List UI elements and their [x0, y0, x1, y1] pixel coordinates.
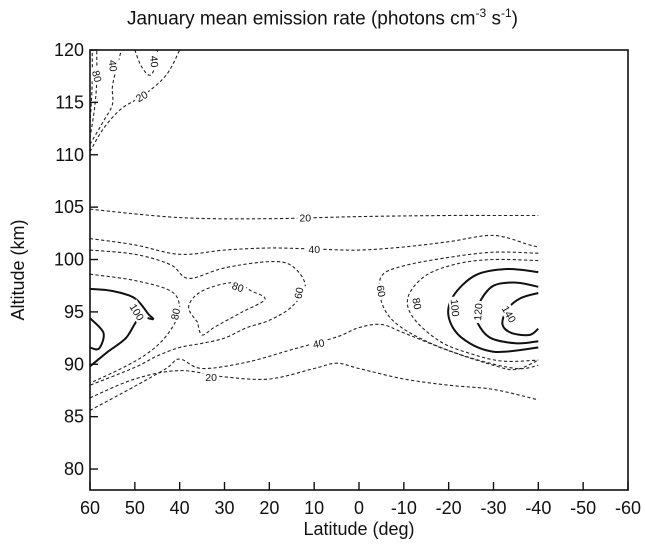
contour-line-40: [89, 234, 539, 255]
x-tick-label: -10: [391, 498, 417, 518]
contour-label-80: 80: [228, 278, 248, 295]
contour-line-80: [89, 273, 181, 384]
svg-text:80: 80: [230, 280, 245, 295]
contour-lines: [89, 49, 539, 411]
y-tick-label: 115: [55, 92, 84, 112]
svg-text:60: 60: [373, 284, 387, 298]
chart-title: January mean emission rate (photons cm-3…: [127, 6, 518, 30]
contour-label-60: 60: [290, 284, 307, 302]
contour-line-80: [406, 258, 539, 362]
contour-label-40: 40: [309, 335, 328, 351]
x-tick-label: 60: [80, 498, 100, 518]
x-tick-label: 50: [125, 498, 145, 518]
contour-line-60: [89, 249, 306, 386]
svg-text:60: 60: [292, 286, 306, 300]
x-tick-label: 20: [259, 498, 279, 518]
contour-line-80: [188, 282, 266, 336]
svg-text:80: 80: [409, 297, 423, 311]
svg-text:20: 20: [205, 372, 217, 384]
plot-frame: [89, 49, 629, 491]
contour-label-20: 20: [203, 370, 219, 384]
contour-label-100: 100: [448, 296, 463, 320]
x-tick-label: 10: [304, 498, 324, 518]
svg-text:20: 20: [134, 89, 150, 105]
contour-line-60: [89, 49, 98, 139]
x-tick-label: 40: [170, 498, 190, 518]
x-tick-label: -20: [436, 498, 462, 518]
contour-label-40: 40: [147, 53, 162, 70]
svg-text:40: 40: [106, 59, 119, 72]
y-tick-label: 85: [64, 407, 84, 427]
svg-text:80: 80: [89, 69, 104, 84]
svg-text:20: 20: [299, 213, 311, 225]
contour-label-140: 140: [498, 301, 520, 327]
y-tick-label: 95: [64, 302, 84, 322]
contour-line-60: [378, 251, 539, 370]
y-tick-label: 90: [64, 354, 84, 374]
svg-text:120: 120: [472, 303, 485, 322]
contour-label-80: 80: [89, 67, 106, 86]
contour-line-100: [89, 287, 155, 368]
contour-label-20: 20: [131, 86, 152, 106]
x-tick-label: -60: [615, 498, 641, 518]
contour-label-40: 40: [306, 243, 323, 256]
x-tick-label: 0: [354, 498, 364, 518]
contour-line-140: [501, 292, 539, 337]
contour-line-100: [447, 267, 539, 354]
y-axis: 80 85 90 95 100 105 110 115 120: [54, 40, 98, 479]
contour-label-80: 80: [167, 305, 183, 323]
y-tick-label: 80: [64, 459, 84, 479]
y-tick-label: 100: [54, 250, 84, 270]
x-tick-label: -40: [525, 498, 551, 518]
contour-line-120: [89, 317, 105, 351]
contour-label-100: 100: [126, 299, 149, 325]
svg-text:40: 40: [147, 55, 160, 68]
x-tick-label: 30: [214, 498, 234, 518]
svg-text:40: 40: [312, 337, 326, 351]
y-tick-label: 120: [54, 40, 84, 60]
contour-line-40: [89, 323, 539, 411]
x-tick-label: -30: [480, 498, 506, 518]
contour-line-20: [89, 208, 539, 220]
svg-text:40: 40: [308, 244, 320, 256]
contour-label-40: 40: [106, 57, 120, 75]
x-tick-label: -50: [570, 498, 596, 518]
y-tick-label: 110: [55, 145, 84, 165]
contour-label-80: 80: [409, 294, 425, 313]
contour-label-60: 60: [373, 282, 389, 300]
contour-label-120: 120: [470, 300, 486, 324]
contour-line-20: [89, 49, 181, 152]
x-axis-title: Latitude (deg): [303, 519, 414, 539]
contour-line-20: [89, 362, 539, 401]
svg-text:100: 100: [448, 299, 461, 318]
y-tick-label: 105: [54, 197, 84, 217]
contour-line-80: [89, 49, 93, 124]
contour-label-20: 20: [297, 211, 314, 225]
x-axis: 60 50 40 30 20 10 0 -10 -20 -30 -40 -50 -60: [80, 482, 641, 518]
y-axis-title: Altitude (km): [8, 219, 28, 320]
svg-text:80: 80: [169, 307, 183, 321]
